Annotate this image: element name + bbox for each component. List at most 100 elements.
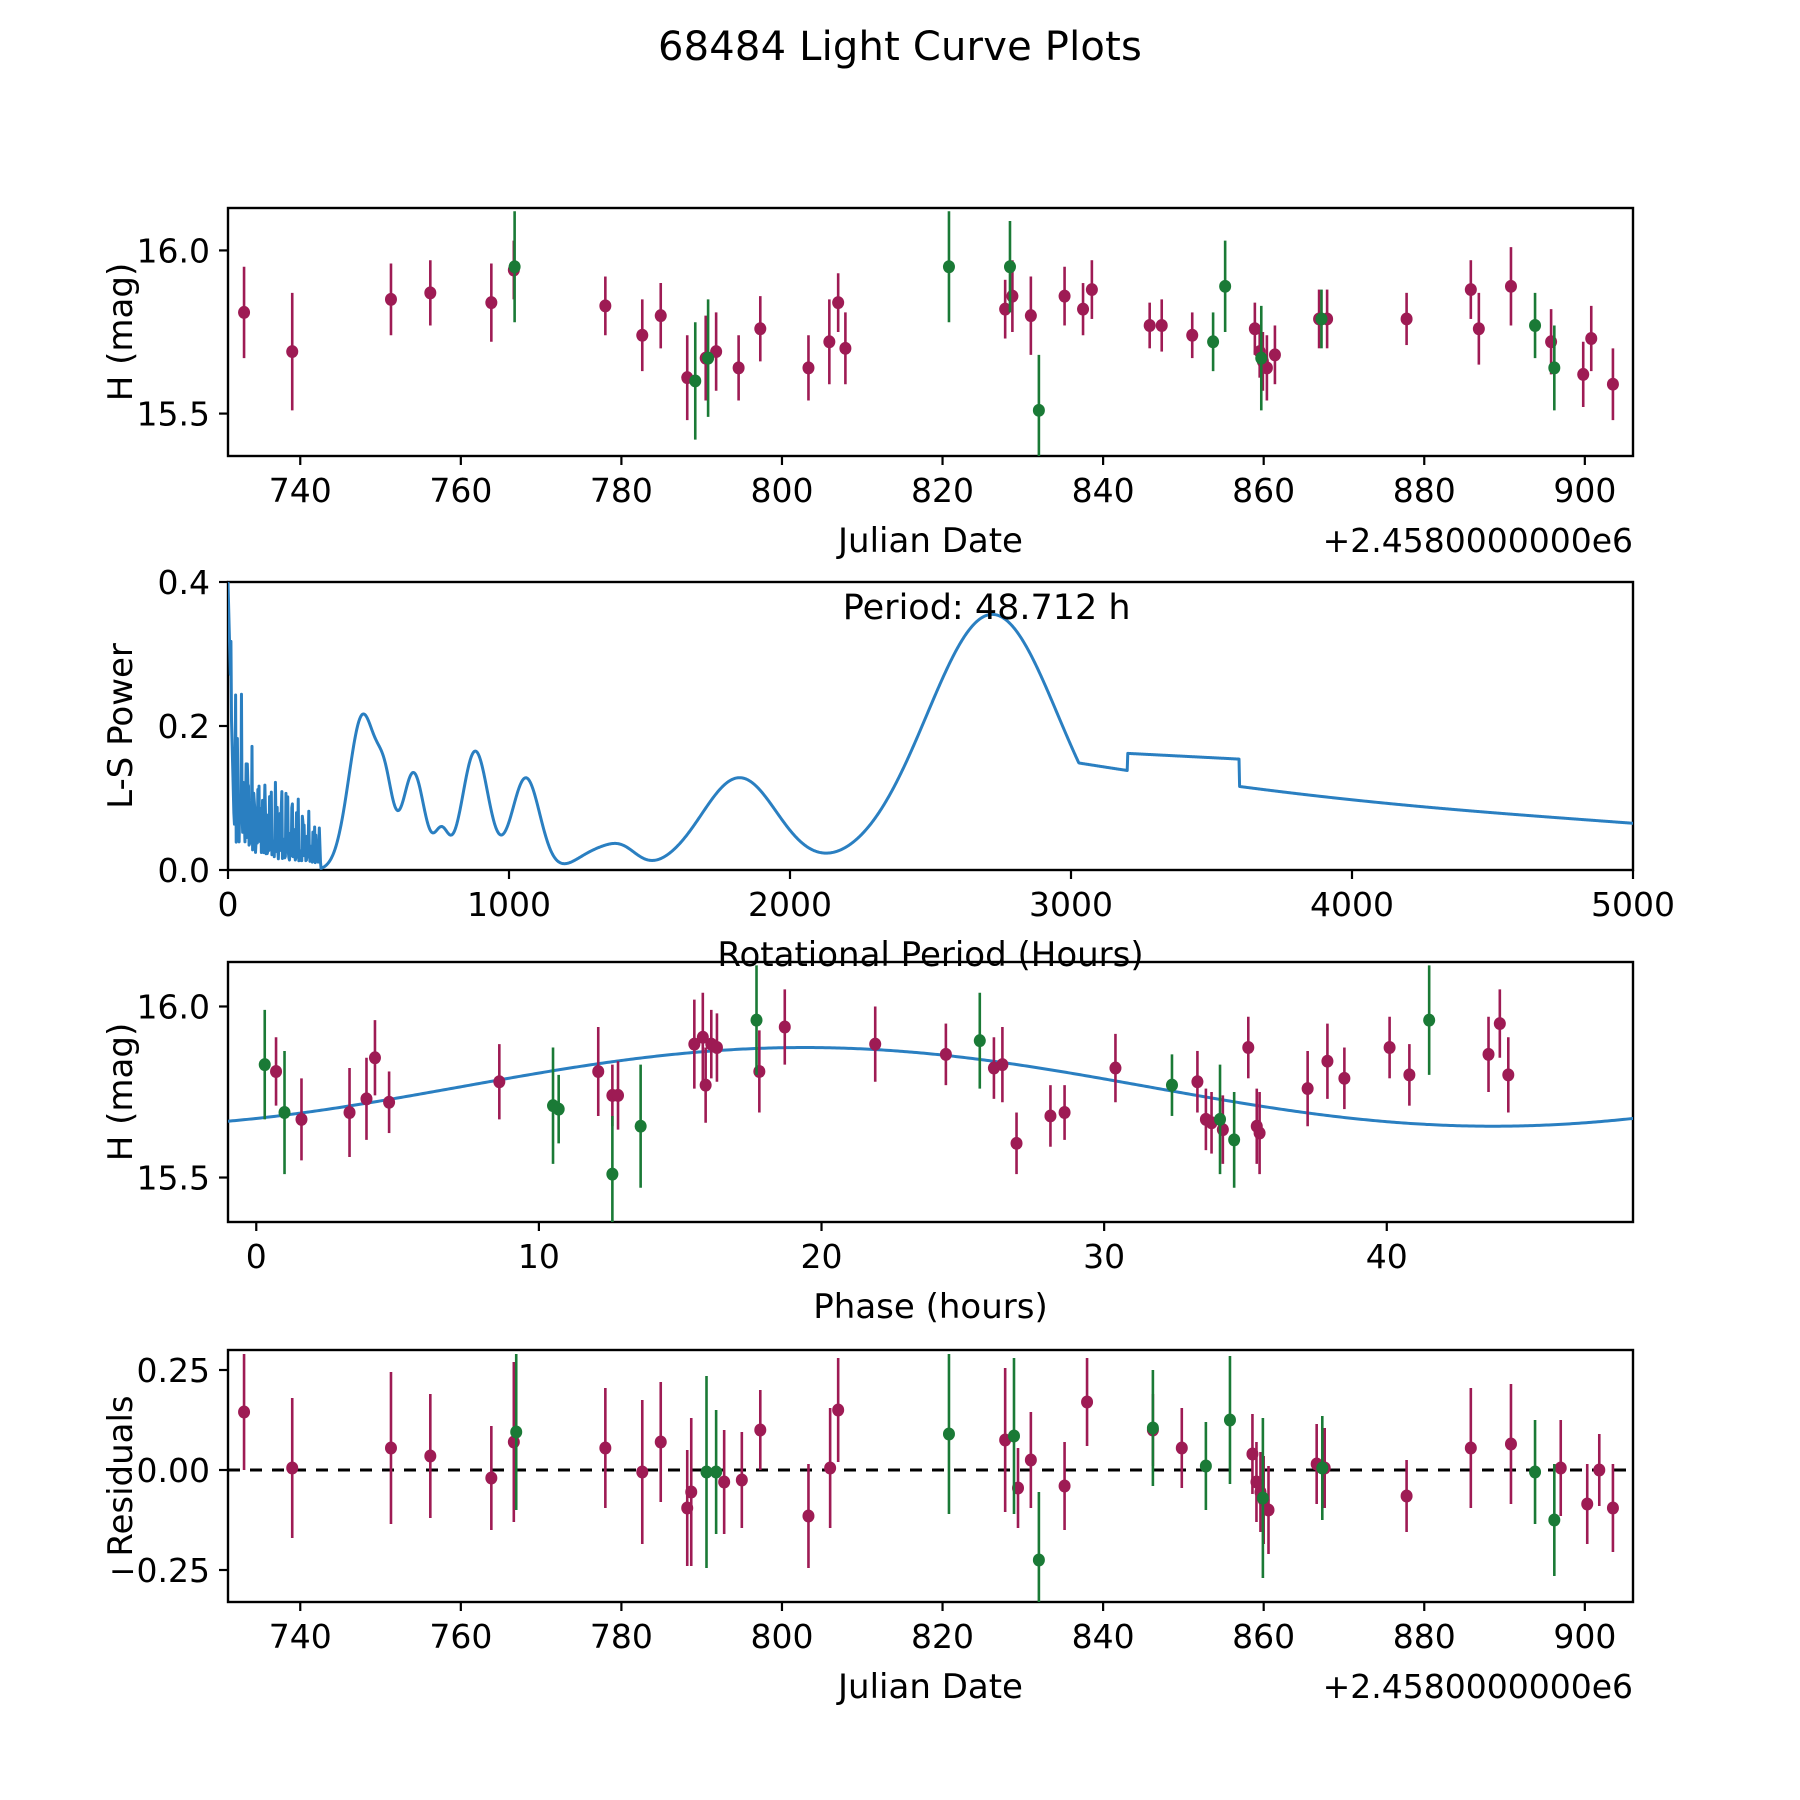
data-point	[612, 1088, 625, 1102]
data-point	[1593, 1463, 1606, 1477]
data-point	[1058, 1106, 1071, 1120]
x-tick-label: 760	[429, 471, 492, 510]
x-tick-label: 4000	[1310, 885, 1394, 924]
data-point	[1077, 302, 1090, 316]
figure-title: 68484 Light Curve Plots	[657, 24, 1143, 70]
plot-frame-residuals	[226, 1348, 1635, 1604]
x-tick-label: 10	[518, 1237, 560, 1276]
data-point	[258, 1058, 271, 1072]
series-series_b	[258, 965, 1436, 1222]
data-point	[1207, 335, 1220, 349]
data-point	[1581, 1497, 1594, 1511]
data-point	[1383, 1041, 1396, 1055]
data-point	[1315, 312, 1328, 326]
series-series_b	[508, 211, 1561, 456]
data-point	[710, 1041, 723, 1055]
data-point	[1493, 1017, 1506, 1031]
data-point	[1502, 1068, 1515, 1082]
data-point	[1472, 322, 1485, 336]
y-axis-label: Residuals	[101, 1395, 141, 1556]
data-point	[942, 1427, 955, 1441]
data-point	[1146, 1421, 1159, 1435]
x-axis-offset-text: +2.4580000000e6	[1323, 521, 1633, 560]
sinusoid-fit-curve	[228, 1046, 1633, 1128]
data-point	[485, 1471, 498, 1485]
y-tick-label: 0.25	[137, 1351, 210, 1390]
data-point	[699, 1078, 712, 1092]
x-tick-label: 840	[1072, 471, 1135, 510]
y-tick-label: 0.4	[158, 563, 210, 602]
x-axis-offset-text: +2.4580000000e6	[1323, 1667, 1633, 1706]
plot-frame-lightcurve	[226, 206, 1635, 458]
y-tick-label: 16.0	[137, 987, 210, 1026]
data-layer-periodogram	[228, 582, 1633, 870]
data-point	[1214, 1112, 1227, 1126]
panel-periodogram: 0 1000 2000 3000 4000 5000 0.0 0.2 0.4 Rotational…	[101, 563, 1675, 975]
data-point	[1403, 1068, 1416, 1082]
x-tick-label: 740	[269, 471, 332, 510]
data-point	[238, 305, 251, 319]
data-point	[718, 1475, 731, 1489]
data-point	[1423, 1013, 1436, 1027]
data-point	[685, 1485, 698, 1499]
data-layer-phase_folded	[228, 965, 1633, 1222]
series-series_a	[270, 989, 1515, 1175]
data-point	[1223, 1413, 1236, 1427]
x-tick-label: 900	[1553, 1617, 1616, 1656]
x-tick-label: 760	[429, 1617, 492, 1656]
data-point	[636, 1465, 649, 1479]
data-point	[1186, 328, 1199, 342]
x-axis-label: Phase (hours)	[813, 1287, 1047, 1327]
data-point	[1585, 332, 1598, 346]
data-point	[508, 260, 521, 274]
y-tick-label: 0.2	[158, 707, 210, 746]
y-tick-label: 15.5	[137, 395, 210, 434]
data-point	[634, 1119, 647, 1133]
data-point	[1044, 1109, 1057, 1123]
data-point	[1024, 309, 1037, 323]
data-point	[802, 361, 815, 375]
data-point	[270, 1064, 283, 1078]
x-tick-label: 820	[911, 471, 974, 510]
data-point	[552, 1102, 565, 1116]
data-point	[1529, 318, 1542, 332]
data-point	[384, 1441, 397, 1455]
data-point	[942, 260, 955, 274]
data-point	[238, 1405, 251, 1419]
x-tick-label: 30	[1083, 1237, 1125, 1276]
data-point	[702, 351, 715, 365]
y-tick-label: 0.00	[137, 1451, 210, 1490]
y-tick-label: 0.0	[158, 851, 210, 890]
data-point	[1260, 361, 1273, 375]
data-point	[1464, 1441, 1477, 1455]
data-point	[1032, 403, 1045, 417]
series-series_a	[238, 1354, 1619, 1568]
data-point	[1109, 1061, 1122, 1075]
panel-phase_folded: 0 10 20 30 40 15.5 16.0 Phase (hours) H (mag)	[101, 960, 1635, 1327]
x-tick-label: 5000	[1591, 885, 1675, 924]
x-tick-label: 780	[590, 471, 653, 510]
data-point	[510, 1425, 523, 1439]
y-tick-label: 16.0	[137, 231, 210, 270]
data-point	[939, 1047, 952, 1061]
data-point	[778, 1020, 791, 1034]
data-point	[1032, 1553, 1045, 1567]
data-point	[996, 1058, 1009, 1072]
x-tick-label: 800	[750, 1617, 813, 1656]
data-point	[1301, 1082, 1314, 1096]
data-point	[1219, 279, 1232, 293]
data-point	[1255, 351, 1268, 365]
x-tick-label: 800	[750, 471, 813, 510]
data-point	[1400, 312, 1413, 326]
x-tick-label: 1000	[467, 885, 551, 924]
x-tick-label: 2000	[748, 885, 832, 924]
data-point	[1400, 1489, 1413, 1503]
x-tick-label: 880	[1393, 1617, 1456, 1656]
data-point	[732, 361, 745, 375]
data-point	[1143, 318, 1156, 332]
x-tick-label: 740	[269, 1617, 332, 1656]
data-point	[1504, 279, 1517, 293]
x-tick-label: 860	[1232, 471, 1295, 510]
data-point	[343, 1106, 356, 1120]
